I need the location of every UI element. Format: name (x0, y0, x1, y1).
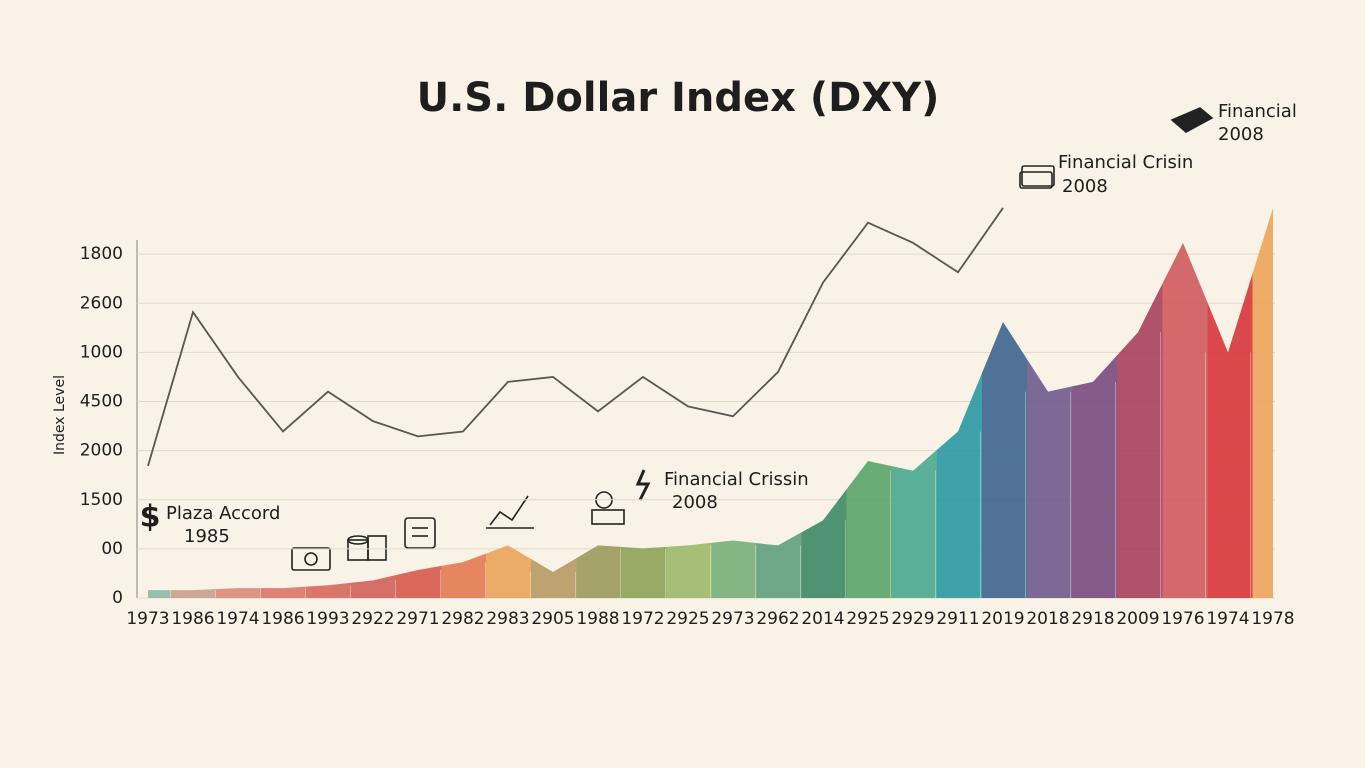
x-tick-label: 1993 (306, 609, 349, 629)
annotation: Financial (1218, 101, 1297, 122)
y-tick-label: 1000 (80, 342, 123, 362)
x-tick-label: 1973 (126, 609, 169, 629)
x-tick-label: 2911 (936, 609, 979, 629)
y-tick-label: 1500 (80, 490, 123, 510)
annotation: Financial Crissin (664, 469, 809, 490)
y-tick-label: 4500 (80, 392, 123, 412)
x-tick-label: 2973 (711, 609, 754, 629)
annotation-year: 2008 (672, 492, 718, 513)
y-tick-label: 00 (101, 539, 123, 559)
x-tick-label: 2962 (756, 609, 799, 629)
x-tick-label: 1974 (216, 609, 259, 629)
x-tick-label: 1976 (1161, 609, 1204, 629)
line (147, 207, 1004, 467)
y-tick-label: 1800 (80, 244, 123, 264)
x-tick-label: 2905 (531, 609, 574, 629)
x-tick-label: 1978 (1251, 609, 1294, 629)
area (148, 207, 1273, 598)
y-axis-label: Index Level (52, 375, 68, 455)
x-tick-label: 2922 (351, 609, 394, 629)
annotation: Financial Crisin (1058, 152, 1193, 173)
annotation-year: 1985 (184, 526, 230, 547)
x-tick-label: 2014 (801, 609, 844, 629)
x-tick-label: 2019 (981, 609, 1024, 629)
svg-text:$: $ (140, 500, 161, 535)
x-tick-label: 1988 (576, 609, 619, 629)
x-tick-label: 2983 (486, 609, 529, 629)
x-tick-label: 2009 (1116, 609, 1159, 629)
x-tick-label: 1974 (1206, 609, 1249, 629)
annotation-year: 2008 (1218, 124, 1264, 145)
chart-title: U.S. Dollar Index (DXY) (417, 75, 940, 121)
x-tick-label: 2929 (891, 609, 934, 629)
y-tick-label: 0 (112, 588, 123, 608)
x-tick-label: 2918 (1071, 609, 1114, 629)
x-tick-label: 2971 (396, 609, 439, 629)
icons: $ (140, 107, 1214, 571)
x-tick-label: 1986 (171, 609, 214, 629)
x-tick-label: 2925 (846, 609, 889, 629)
x-tick-label: 1972 (621, 609, 664, 629)
x-tick-label: 2925 (666, 609, 709, 629)
x-tick-label: 2982 (441, 609, 484, 629)
y-tick-label: 2600 (80, 293, 123, 313)
y-tick-label: 2000 (80, 441, 123, 461)
x-tick-label: 2018 (1026, 609, 1069, 629)
x-tick-label: 1986 (261, 609, 304, 629)
annotation: Plaza Accord (166, 503, 280, 524)
annotation-year: 2008 (1062, 176, 1108, 197)
